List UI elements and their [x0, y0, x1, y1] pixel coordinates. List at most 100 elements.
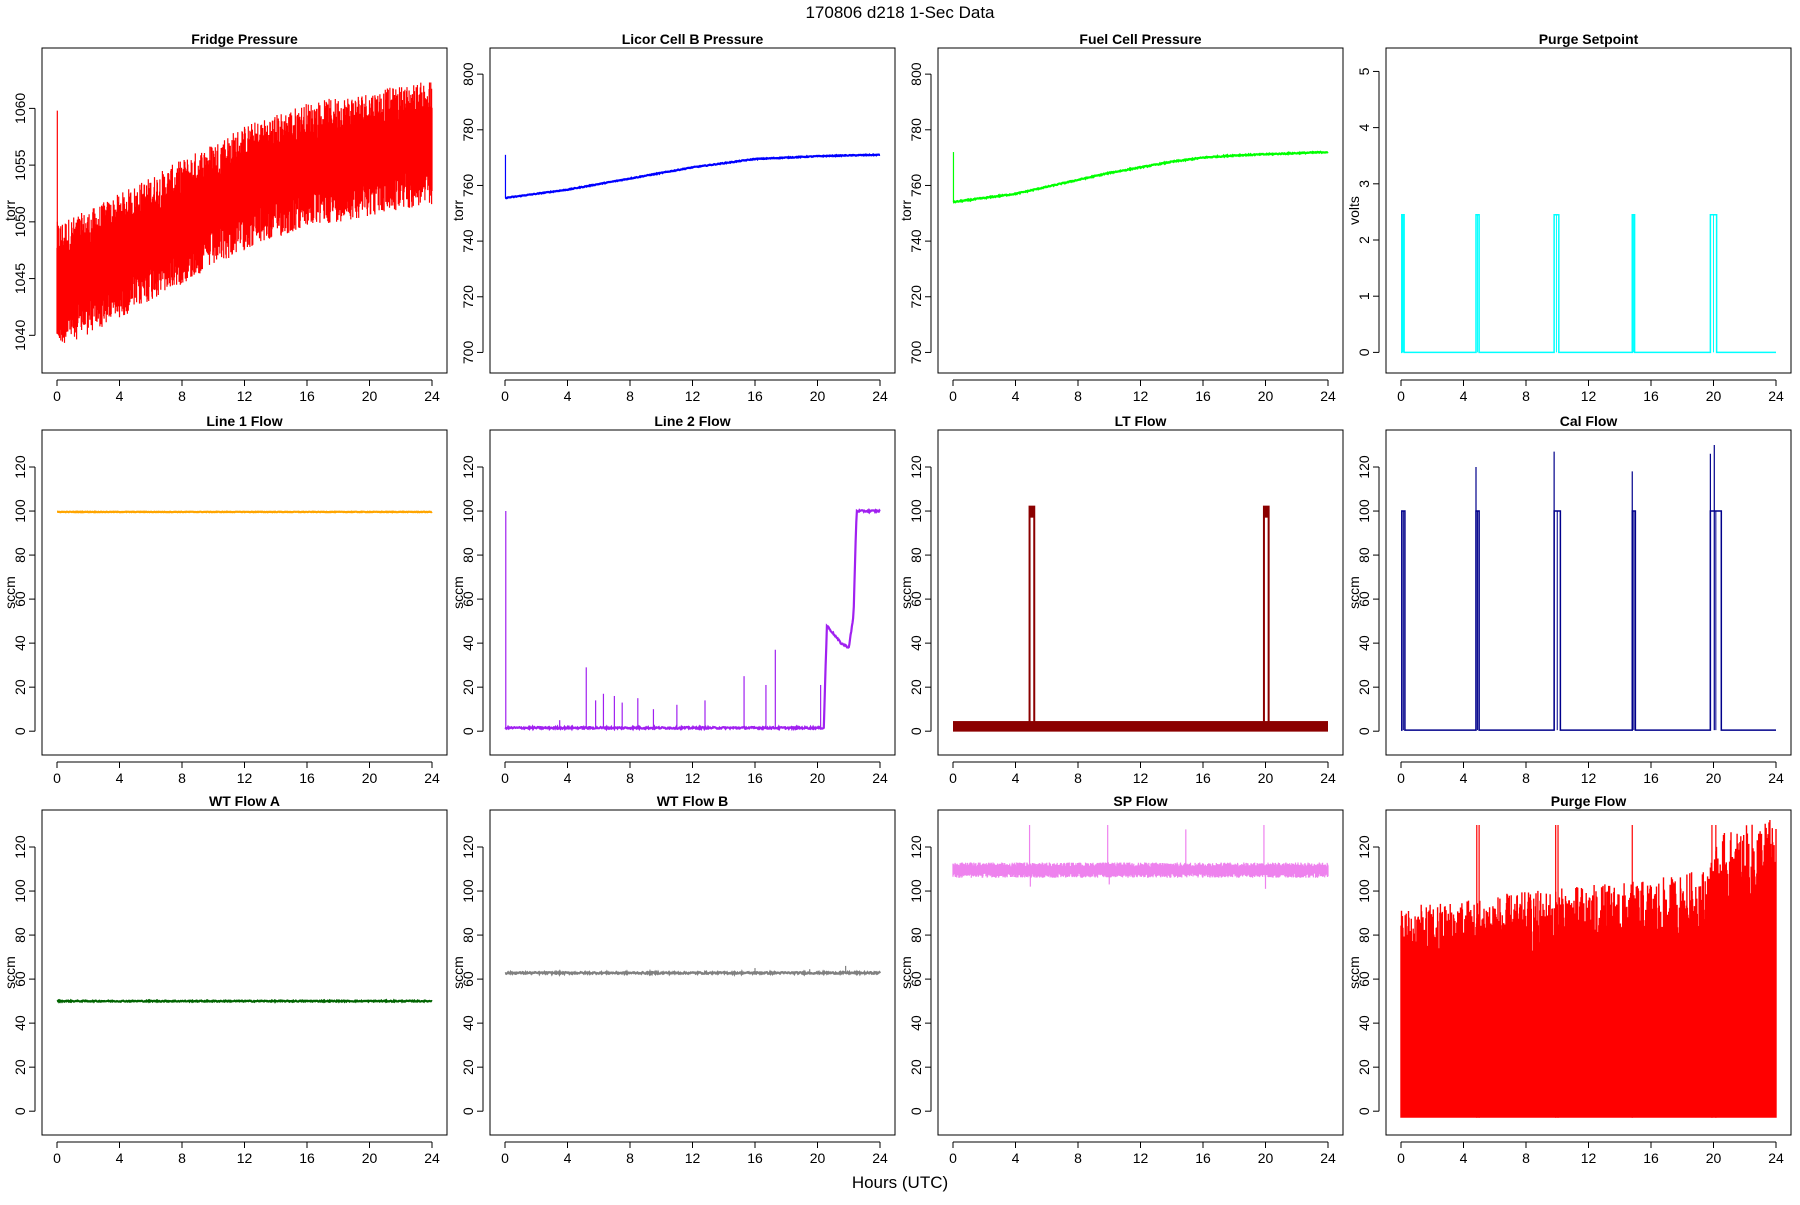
data-line	[952, 150, 1329, 204]
y-tick-label: 120	[12, 455, 28, 479]
series	[57, 510, 433, 514]
pulse-mark	[1262, 505, 1270, 728]
y-tick-label: 0	[908, 1107, 924, 1115]
plot-frame	[937, 47, 1344, 374]
x-tick-label: 0	[1397, 388, 1405, 404]
plot-frame	[489, 429, 896, 756]
panel-title: Line 1 Flow	[206, 413, 282, 429]
x-tick-label: 0	[53, 388, 61, 404]
x-axis: 0 4 8 12 16 20 24	[1397, 1141, 1784, 1166]
y-axis: 0 20 40 60 80 100 120	[12, 835, 36, 1115]
plot-frame	[1385, 429, 1792, 756]
y-tick-label: 0	[12, 727, 28, 735]
series	[504, 152, 881, 200]
data-band	[1400, 820, 1777, 1118]
data-line	[56, 998, 433, 1004]
x-tick-label: 4	[116, 1150, 124, 1166]
y-tick-label: 80	[1356, 927, 1372, 943]
x-tick-label: 24	[1768, 770, 1784, 786]
panel-line-2-flow: Line 2 Flow sccm 0 4 8 12 16 20 24 0 20 40 60 80 100 12…	[450, 413, 896, 786]
y-tick-label: 120	[460, 835, 476, 859]
y-tick-label: 80	[12, 547, 28, 563]
x-tick-label: 0	[501, 1150, 509, 1166]
y-axis: 0 1 2 3 4 5	[1356, 67, 1380, 356]
x-tick-label: 24	[872, 388, 888, 404]
panel-title: Purge Setpoint	[1539, 31, 1639, 47]
y-axis-label: sccm	[898, 956, 914, 989]
y-tick-label: 720	[460, 285, 476, 309]
x-tick-label: 12	[1133, 1150, 1149, 1166]
x-axis: 0 4 8 12 16 20 24	[501, 1141, 888, 1166]
y-tick-label: 100	[12, 499, 28, 523]
plot-frame	[1385, 809, 1792, 1136]
plot-frame	[41, 47, 448, 374]
y-axis-label: sccm	[450, 576, 466, 609]
panel-title: LT Flow	[1115, 413, 1167, 429]
x-tick-label: 16	[1195, 770, 1211, 786]
y-tick-label: 20	[908, 1059, 924, 1075]
x-tick-label: 20	[1258, 1150, 1274, 1166]
y-tick-label: 60	[12, 971, 28, 987]
y-tick-label: 0	[460, 1107, 476, 1115]
x-tick-label: 12	[1581, 388, 1597, 404]
panel-sp-flow: SP Flow sccm 0 4 8 12 16 20 24 0 20 40 60 80 100 120	[898, 793, 1344, 1166]
x-tick-label: 8	[1074, 388, 1082, 404]
x-tick-label: 4	[564, 770, 572, 786]
x-tick-label: 20	[810, 388, 826, 404]
y-axis: 0 20 40 60 80 100 120	[12, 455, 36, 735]
x-tick-label: 0	[501, 770, 509, 786]
y-tick-label: 740	[908, 229, 924, 253]
x-tick-label: 16	[747, 1150, 763, 1166]
y-axis-label: sccm	[450, 956, 466, 989]
y-tick-label: 1050	[12, 206, 28, 237]
y-axis-label: sccm	[1346, 576, 1362, 609]
x-tick-label: 20	[362, 770, 378, 786]
data-line	[504, 152, 881, 200]
y-tick-label: 720	[908, 285, 924, 309]
data-band	[953, 721, 1328, 732]
x-tick-label: 24	[872, 1150, 888, 1166]
y-tick-label: 5	[1356, 67, 1372, 75]
y-tick-label: 80	[908, 547, 924, 563]
figure-title: 170806 d218 1-Sec Data	[805, 3, 995, 22]
panel-wt-flow-a: WT Flow A sccm 0 4 8 12 16 20 24 0 20 40 60 80 100 120	[2, 793, 448, 1166]
y-tick-label: 100	[908, 879, 924, 903]
x-tick-label: 12	[1133, 770, 1149, 786]
panel-wt-flow-b: WT Flow B sccm 0 4 8 12 16 20 24 0 20 40 60 80 100 120	[450, 793, 896, 1166]
x-tick-label: 12	[685, 1150, 701, 1166]
y-tick-label: 740	[460, 229, 476, 253]
x-tick-label: 8	[1522, 770, 1530, 786]
series	[56, 82, 433, 343]
y-tick-label: 60	[1356, 971, 1372, 987]
y-tick-label: 60	[1356, 591, 1372, 607]
y-tick-label: 4	[1356, 124, 1372, 132]
y-axis-label: torr	[450, 200, 466, 221]
x-tick-label: 8	[1522, 388, 1530, 404]
x-tick-label: 20	[810, 770, 826, 786]
x-tick-label: 24	[1320, 388, 1336, 404]
x-tick-label: 20	[362, 388, 378, 404]
y-tick-label: 0	[460, 727, 476, 735]
x-axis: 0 4 8 12 16 20 24	[53, 1141, 440, 1166]
x-axis: 0 4 8 12 16 20 24	[949, 761, 1336, 786]
pulse-cap	[1029, 506, 1035, 518]
y-axis: 0 20 40 60 80 100 120	[460, 455, 484, 735]
panel-cal-flow: Cal Flow sccm 0 4 8 12 16 20 24 0 20 40 60 80 100 120	[1346, 413, 1792, 786]
x-tick-label: 0	[949, 770, 957, 786]
plot-frame	[41, 429, 448, 756]
y-axis-label: sccm	[2, 956, 18, 989]
panel-title: SP Flow	[1113, 793, 1167, 809]
x-tick-label: 0	[53, 770, 61, 786]
y-axis: 700 720 740 760 780 800	[460, 62, 484, 364]
y-tick-label: 1040	[12, 320, 28, 351]
x-tick-label: 4	[1012, 770, 1020, 786]
x-tick-label: 12	[685, 388, 701, 404]
panel-title: WT Flow B	[657, 793, 729, 809]
y-axis-label: torr	[898, 200, 914, 221]
